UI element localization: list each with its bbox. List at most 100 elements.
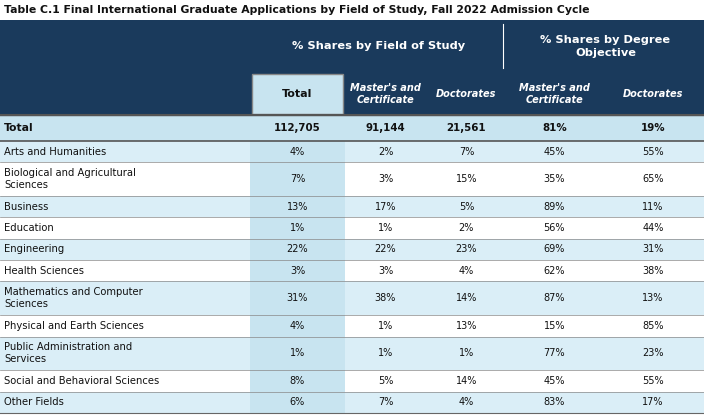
Text: 4%: 4%: [459, 266, 474, 276]
Text: Total: Total: [282, 89, 313, 99]
Text: 8%: 8%: [290, 376, 305, 386]
Text: 45%: 45%: [543, 376, 565, 386]
Text: 5%: 5%: [459, 202, 474, 212]
Bar: [0, 73, 704, 115]
Text: 23%: 23%: [642, 349, 664, 359]
Text: % Shares by Field of Study: % Shares by Field of Study: [292, 41, 465, 51]
Text: Business: Business: [4, 202, 49, 212]
Text: 7%: 7%: [459, 147, 474, 157]
Bar: [250, 281, 345, 315]
Text: 2%: 2%: [378, 147, 393, 157]
Text: 45%: 45%: [543, 147, 565, 157]
Text: 77%: 77%: [543, 349, 565, 359]
Text: 22%: 22%: [287, 244, 308, 254]
Bar: [0, 239, 704, 260]
Text: Master's and
Certificate: Master's and Certificate: [519, 83, 590, 105]
Text: 15%: 15%: [543, 321, 565, 331]
Text: 83%: 83%: [543, 397, 565, 407]
Text: 56%: 56%: [543, 223, 565, 233]
Text: Education: Education: [4, 223, 54, 233]
Text: 19%: 19%: [641, 123, 665, 133]
Text: 91,144: 91,144: [365, 123, 406, 133]
Text: Other Fields: Other Fields: [4, 397, 64, 407]
Text: 13%: 13%: [455, 321, 477, 331]
Bar: [0, 217, 704, 239]
Text: 14%: 14%: [455, 376, 477, 386]
Text: 1%: 1%: [378, 349, 393, 359]
Bar: [0, 162, 704, 196]
Text: 85%: 85%: [642, 321, 664, 331]
Bar: [250, 315, 345, 337]
Bar: [250, 260, 345, 281]
Bar: [250, 196, 345, 217]
Text: 38%: 38%: [375, 293, 396, 303]
Text: 4%: 4%: [290, 321, 305, 331]
Text: 7%: 7%: [290, 174, 305, 184]
Text: 5%: 5%: [378, 376, 393, 386]
Bar: [250, 115, 345, 141]
Bar: [0, 141, 704, 162]
Text: Doctorates: Doctorates: [623, 89, 683, 99]
Text: Health Sciences: Health Sciences: [4, 266, 84, 276]
Bar: [0, 20, 704, 73]
Bar: [0, 315, 704, 337]
Text: 17%: 17%: [642, 397, 664, 407]
Text: Physical and Earth Sciences: Physical and Earth Sciences: [4, 321, 144, 331]
Bar: [250, 239, 345, 260]
Text: 2%: 2%: [459, 223, 474, 233]
Text: Engineering: Engineering: [4, 244, 65, 254]
Text: 1%: 1%: [378, 223, 393, 233]
Text: 44%: 44%: [642, 223, 664, 233]
Text: 1%: 1%: [459, 349, 474, 359]
Text: 4%: 4%: [459, 397, 474, 407]
Text: 89%: 89%: [543, 202, 565, 212]
Text: 35%: 35%: [543, 174, 565, 184]
Text: 55%: 55%: [642, 376, 664, 386]
Bar: [250, 370, 345, 392]
Text: Biological and Agricultural
Sciences: Biological and Agricultural Sciences: [4, 168, 136, 190]
Bar: [0, 392, 704, 413]
Text: 1%: 1%: [290, 223, 305, 233]
Text: 1%: 1%: [290, 349, 305, 359]
Text: 81%: 81%: [542, 123, 567, 133]
Bar: [0, 337, 704, 370]
Bar: [252, 74, 343, 114]
Text: 65%: 65%: [642, 174, 664, 184]
Text: Total: Total: [4, 123, 34, 133]
Text: 13%: 13%: [642, 293, 664, 303]
Text: Table C.1 Final International Graduate Applications by Field of Study, Fall 2022: Table C.1 Final International Graduate A…: [4, 5, 589, 15]
Text: Doctorates: Doctorates: [436, 89, 496, 99]
Text: 3%: 3%: [378, 266, 393, 276]
Text: 31%: 31%: [642, 244, 664, 254]
Text: 3%: 3%: [290, 266, 305, 276]
Text: 4%: 4%: [290, 147, 305, 157]
Text: 6%: 6%: [290, 397, 305, 407]
Text: % Shares by Degree
Objective: % Shares by Degree Objective: [541, 35, 670, 58]
Bar: [0, 196, 704, 217]
Text: 14%: 14%: [455, 293, 477, 303]
Text: Master's and
Certificate: Master's and Certificate: [350, 83, 421, 105]
Text: 11%: 11%: [642, 202, 664, 212]
Text: Social and Behavioral Sciences: Social and Behavioral Sciences: [4, 376, 160, 386]
Text: 55%: 55%: [642, 147, 664, 157]
Bar: [250, 141, 345, 162]
Text: 38%: 38%: [642, 266, 664, 276]
Text: 69%: 69%: [543, 244, 565, 254]
Text: 22%: 22%: [375, 244, 396, 254]
Text: 112,705: 112,705: [274, 123, 321, 133]
Text: 87%: 87%: [543, 293, 565, 303]
Text: 17%: 17%: [375, 202, 396, 212]
Bar: [250, 337, 345, 370]
Text: 23%: 23%: [455, 244, 477, 254]
Text: Arts and Humanities: Arts and Humanities: [4, 147, 106, 157]
Text: 21,561: 21,561: [446, 123, 486, 133]
Text: 1%: 1%: [378, 321, 393, 331]
Text: 13%: 13%: [287, 202, 308, 212]
Text: 7%: 7%: [378, 397, 393, 407]
Bar: [0, 370, 704, 392]
Bar: [0, 115, 704, 141]
Bar: [0, 281, 704, 315]
Bar: [250, 392, 345, 413]
Text: 62%: 62%: [543, 266, 565, 276]
Text: 15%: 15%: [455, 174, 477, 184]
